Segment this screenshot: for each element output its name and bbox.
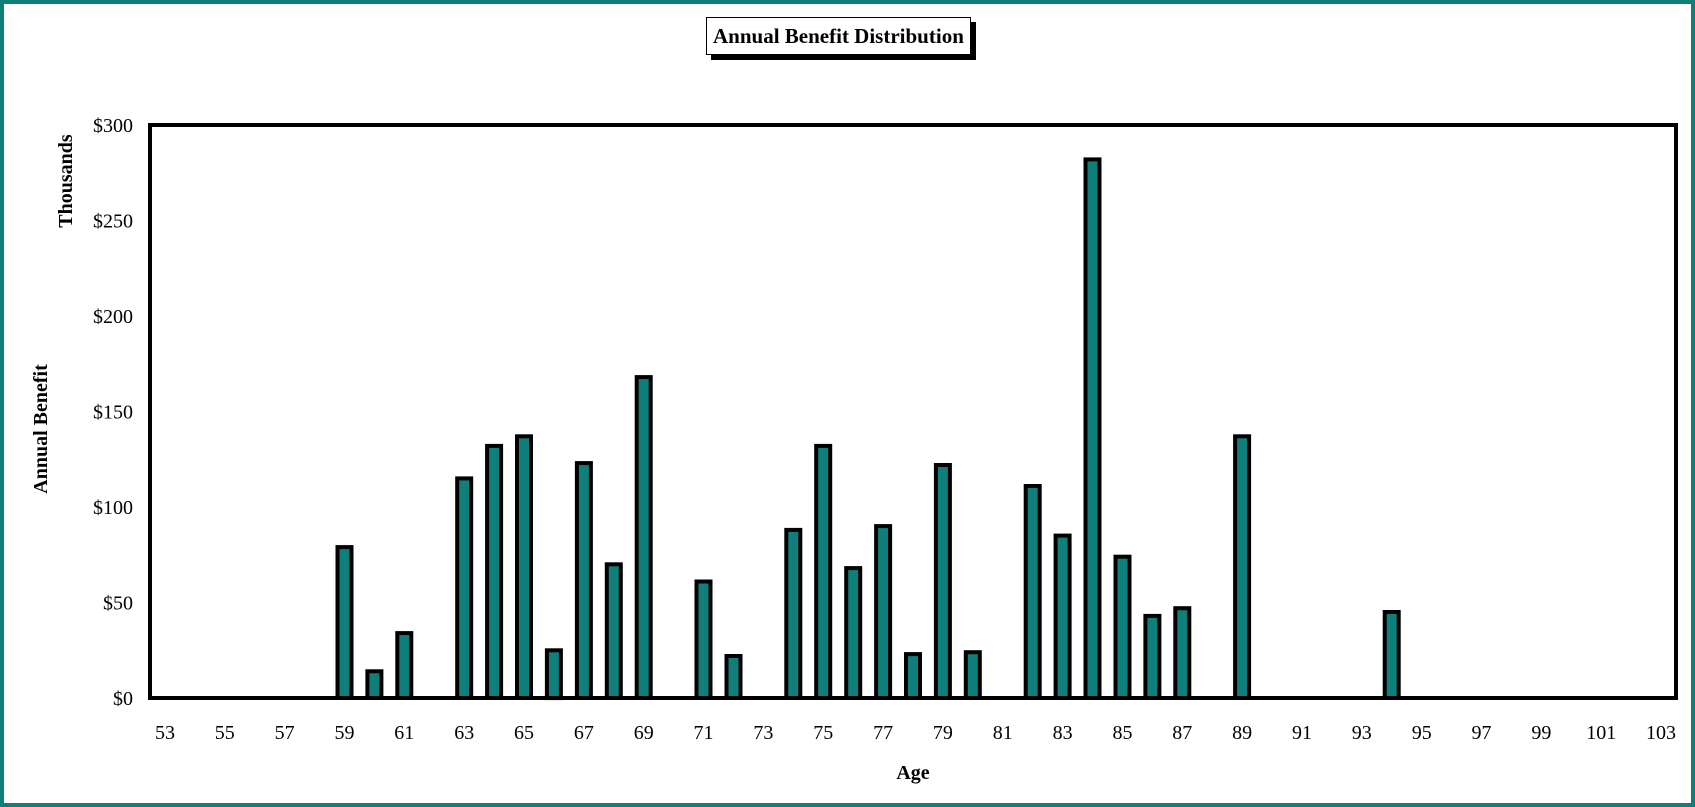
bar-age-89 xyxy=(1233,434,1252,700)
x-tick-label: 71 xyxy=(694,722,714,744)
x-tick-label: 99 xyxy=(1531,722,1551,744)
plot-area xyxy=(148,123,1678,700)
bar-age-76 xyxy=(844,566,863,700)
x-tick-label: 57 xyxy=(275,722,295,744)
x-tick-label: 101 xyxy=(1586,722,1616,744)
bar-age-63 xyxy=(455,476,474,700)
x-tick-label: 75 xyxy=(813,722,833,744)
y-axis-units-label: Thousands xyxy=(55,134,77,228)
x-tick-label: 87 xyxy=(1172,722,1192,744)
x-tick-label: 95 xyxy=(1412,722,1432,744)
bar-age-80 xyxy=(963,650,982,701)
y-tick-label: $50 xyxy=(103,593,133,615)
y-tick-label: $0 xyxy=(113,688,133,710)
x-tick-label: 53 xyxy=(155,722,175,744)
bar-age-94 xyxy=(1382,610,1401,700)
bar-age-82 xyxy=(1023,484,1042,700)
x-tick-label: 77 xyxy=(873,722,893,744)
bar-age-84 xyxy=(1083,157,1102,700)
x-tick-label: 69 xyxy=(634,722,654,744)
x-tick-label: 61 xyxy=(394,722,414,744)
bar-age-72 xyxy=(724,654,743,700)
y-tick-label: $300 xyxy=(93,115,133,137)
y-tick-label: $200 xyxy=(93,306,133,328)
x-tick-label: 63 xyxy=(454,722,474,744)
bar-age-69 xyxy=(634,375,653,700)
x-tick-label: 97 xyxy=(1472,722,1492,744)
y-axis-ticks: $0 $50 $100 $150 $200 $250 $300 xyxy=(93,115,133,710)
bar-age-85 xyxy=(1113,554,1132,701)
x-tick-label: 91 xyxy=(1292,722,1312,744)
x-tick-label: 103 xyxy=(1646,722,1676,744)
x-tick-label: 93 xyxy=(1352,722,1372,744)
x-tick-label: 59 xyxy=(335,722,355,744)
x-axis-ticks: 53 55 57 59 61 63 65 67 69 71 73 75 77 79 81 83 85 87 89 91… xyxy=(155,722,1676,744)
bar-age-65 xyxy=(515,434,533,700)
bar-age-79 xyxy=(933,463,952,700)
bar-age-77 xyxy=(874,524,893,700)
bar-age-86 xyxy=(1143,613,1162,701)
bar-age-78 xyxy=(904,652,922,700)
bar-age-67 xyxy=(574,461,593,700)
bar-age-74 xyxy=(784,527,803,701)
y-tick-label: $250 xyxy=(93,211,133,233)
x-tick-label: 67 xyxy=(574,722,594,744)
x-tick-label: 55 xyxy=(215,722,235,744)
y-tick-label: $100 xyxy=(93,497,133,519)
bar-age-59 xyxy=(335,545,354,700)
x-tick-label: 73 xyxy=(753,722,773,744)
bar-age-75 xyxy=(814,443,833,700)
chart-title: Annual Benefit Distribution xyxy=(706,17,971,55)
y-axis-label: Annual Benefit xyxy=(30,364,52,494)
bar-age-66 xyxy=(544,648,563,701)
x-tick-label: 81 xyxy=(993,722,1013,744)
bars-group xyxy=(335,157,1401,701)
x-axis-label: Age xyxy=(896,762,929,784)
bar-age-60 xyxy=(365,669,384,700)
bar-age-68 xyxy=(604,562,623,700)
x-tick-label: 85 xyxy=(1113,722,1133,744)
x-tick-label: 65 xyxy=(514,722,534,744)
bar-age-87 xyxy=(1173,606,1192,701)
x-tick-label: 83 xyxy=(1053,722,1073,744)
bar-age-71 xyxy=(694,579,713,700)
bar-age-61 xyxy=(395,631,414,700)
x-tick-label: 79 xyxy=(933,722,953,744)
x-tick-label: 89 xyxy=(1232,722,1252,744)
y-tick-label: $150 xyxy=(93,402,133,424)
bar-age-83 xyxy=(1053,533,1072,700)
bar-age-64 xyxy=(485,443,504,700)
